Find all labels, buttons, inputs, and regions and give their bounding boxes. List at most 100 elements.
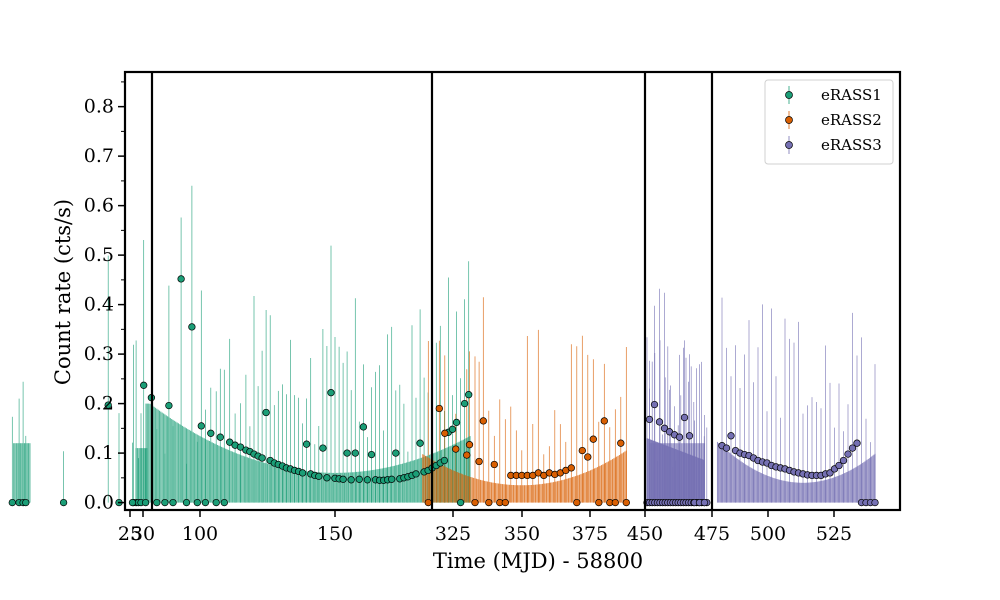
data-point — [440, 456, 449, 465]
data-point — [871, 498, 879, 507]
data-point — [424, 498, 432, 507]
data-point — [501, 498, 509, 507]
data-point — [595, 498, 603, 507]
data-point — [835, 461, 843, 470]
x-tick-label: 350 — [504, 523, 540, 545]
data-point — [220, 498, 228, 507]
data-point — [848, 444, 857, 452]
data-point — [22, 498, 30, 507]
data-point — [343, 449, 351, 457]
data-point — [617, 439, 625, 447]
data-point — [452, 445, 460, 453]
data-point — [727, 432, 735, 440]
x-tick-label: 475 — [694, 523, 730, 545]
x-tick-label: 450 — [627, 523, 663, 545]
data-point — [584, 453, 592, 461]
data-point — [475, 457, 483, 466]
legend-marker-erass3 — [785, 141, 793, 149]
data-point — [226, 438, 234, 446]
data-point — [700, 498, 709, 507]
data-point — [153, 498, 161, 507]
legend-marker-erass1 — [785, 91, 793, 99]
legend-entry-erass3: eRASS3 — [785, 136, 882, 154]
data-point — [578, 446, 586, 455]
data-point — [262, 408, 270, 417]
data-point — [680, 413, 689, 422]
data-point — [177, 275, 185, 283]
data-point — [216, 433, 224, 441]
data-points-layer — [8, 275, 879, 507]
data-point — [435, 404, 443, 413]
data-point — [650, 400, 659, 409]
data-point — [59, 498, 68, 507]
data-point — [479, 417, 487, 425]
data-point — [589, 435, 597, 443]
y-tick-label: 0.8 — [84, 96, 114, 118]
data-point — [201, 498, 210, 507]
data-point — [622, 498, 630, 507]
data-point — [169, 498, 177, 507]
data-point — [188, 323, 196, 331]
legend-label-erass3: eRASS3 — [821, 136, 882, 154]
plot-area-border — [123, 70, 902, 512]
data-point — [302, 440, 311, 448]
data-point — [685, 432, 694, 440]
y-axis: 0.0 0.1 0.2 0.3 0.4 0.5 0.6 0.7 0.8 — [84, 81, 125, 514]
data-point — [448, 425, 457, 433]
data-point — [392, 449, 400, 457]
data-point — [465, 441, 474, 449]
legend-entry-erass1: eRASS1 — [785, 86, 882, 104]
x-tick-label: 150 — [317, 523, 353, 545]
data-point — [839, 456, 848, 465]
y-tick-label: 0.2 — [84, 393, 114, 415]
data-point — [339, 475, 347, 483]
legend-marker-erass2 — [785, 116, 793, 124]
data-point — [465, 391, 473, 399]
data-point — [611, 498, 619, 507]
data-point — [182, 498, 191, 507]
data-point — [456, 498, 465, 507]
data-point — [412, 470, 420, 478]
y-tick-label: 0.4 — [84, 294, 114, 316]
data-point — [197, 422, 205, 430]
envelope-erass3 — [646, 438, 876, 503]
data-point — [141, 498, 150, 507]
x-tick-label: 25 — [118, 523, 142, 545]
data-point — [327, 389, 335, 397]
data-point — [675, 433, 684, 441]
data-point — [298, 469, 307, 477]
data-point — [363, 476, 372, 484]
envelope-erass2 — [422, 450, 627, 503]
data-point — [567, 464, 575, 472]
data-point — [161, 498, 169, 507]
data-point — [441, 429, 449, 437]
series-erass2 — [424, 404, 630, 507]
y-tick-label: 0.6 — [84, 195, 114, 217]
x-tick-label: 30 — [131, 523, 155, 545]
data-point — [388, 475, 396, 483]
legend-entry-erass2: eRASS2 — [785, 111, 882, 129]
data-point — [8, 498, 16, 507]
data-point — [600, 417, 608, 425]
data-point — [460, 399, 469, 408]
data-point — [452, 418, 461, 427]
legend-box — [764, 79, 894, 165]
data-point — [660, 424, 669, 432]
data-point — [573, 498, 581, 507]
plot-frame — [123, 70, 902, 512]
legend-label-erass2: eRASS2 — [821, 111, 882, 129]
data-point — [359, 423, 368, 431]
legend: eRASS1 eRASS2 eRASS3 — [764, 79, 894, 165]
data-point — [140, 381, 148, 389]
x-axis-label: Time (MJD) - 58800 — [433, 549, 643, 573]
data-point — [128, 498, 137, 507]
data-point — [258, 454, 266, 462]
series-erass3 — [643, 400, 879, 507]
data-point — [347, 476, 355, 484]
data-point — [323, 474, 331, 482]
data-point — [351, 449, 359, 457]
data-point — [490, 460, 498, 469]
y-tick-label: 0.0 — [84, 492, 114, 514]
